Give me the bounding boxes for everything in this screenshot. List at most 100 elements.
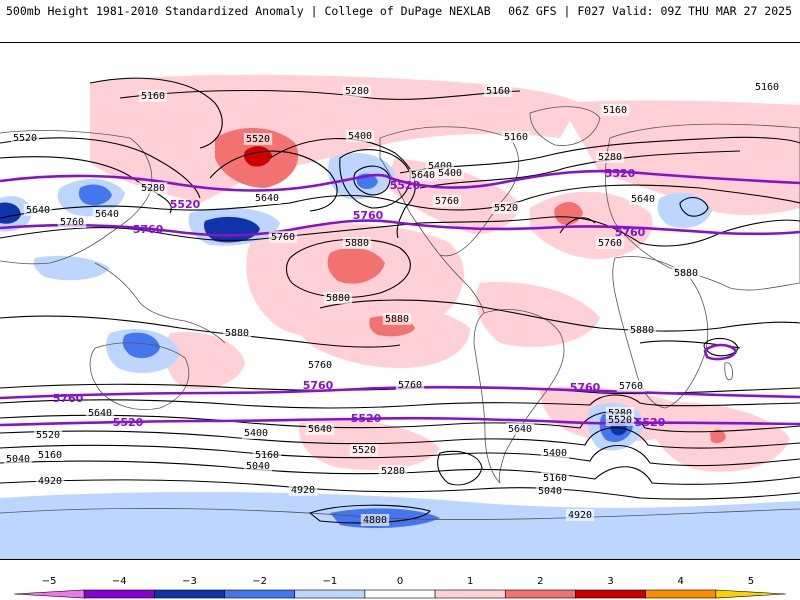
contour-label: 5400 — [540, 447, 570, 459]
contour-label-text: 5400 — [543, 448, 567, 459]
contour-label-text: 5160 — [486, 86, 510, 97]
contour-label: 5160 — [752, 81, 782, 93]
contour-line — [0, 216, 800, 247]
contour-line — [119, 89, 521, 100]
contour-label-text: 5160 — [504, 132, 528, 143]
highlight-contour-label-text: 5520 — [635, 416, 666, 429]
contour-label-text: 5040 — [246, 461, 270, 472]
highlight-contour-label: 5760 — [133, 223, 164, 236]
contour-label-bg — [305, 423, 335, 435]
contour-label-text: 5280 — [598, 152, 622, 163]
highlight-contour-label: 5520 — [113, 416, 144, 429]
contour-label: 5520 — [491, 202, 521, 214]
highlight-contour-label-text: 5760 — [303, 379, 334, 392]
contour-label-bg — [342, 85, 372, 97]
highlight-contour-label: 5520 — [605, 167, 636, 180]
contour-label-text: 5160 — [543, 473, 567, 484]
contour-label: 5400 — [345, 130, 375, 142]
colorbar-segment — [575, 589, 646, 599]
contour-label: 5400 — [241, 427, 271, 439]
contour-line — [0, 184, 800, 219]
contour-label-text: 4920 — [291, 485, 315, 496]
highlight-contour-label: 5760 — [303, 379, 334, 392]
highlight-contour-label: 5520 — [351, 412, 382, 425]
contour-label: 5520 — [605, 414, 635, 426]
contour-label: 5880 — [323, 292, 353, 304]
contour-label: 5760 — [57, 216, 87, 228]
contour-label: 5160 — [501, 131, 531, 143]
contour-label: 5400 — [435, 167, 465, 179]
contour-label: 5640 — [85, 407, 115, 419]
contour-label-text: 5520 — [352, 445, 376, 456]
anomaly-area-pos2 — [327, 247, 385, 284]
contour-label: 5160 — [35, 449, 65, 461]
anomaly-area-pos1 — [560, 100, 800, 215]
contour-label-bg — [505, 423, 535, 435]
contour-label-text: 5280 — [381, 466, 405, 477]
contour-label-bg — [57, 216, 87, 228]
coastline-australia — [89, 342, 190, 410]
highlight-contour-label: 5520 — [390, 179, 421, 192]
anomaly-area-neg1 — [657, 192, 712, 228]
contour-label-bg — [323, 292, 353, 304]
contour-label: 5640 — [628, 193, 658, 205]
contour-label-text: 5760 — [308, 360, 332, 371]
contour-label-bg — [540, 472, 570, 484]
contour-label: 5760 — [432, 195, 462, 207]
contour-label-text: 5640 — [255, 193, 279, 204]
highlight-contour-label-text: 5520 — [605, 167, 636, 180]
contour-line — [679, 197, 709, 217]
contour-label-text: 5640 — [308, 424, 332, 435]
contour-label: 5640 — [505, 423, 535, 435]
colorbar-segment — [224, 589, 296, 599]
contour-label-text: 5640 — [631, 194, 655, 205]
contour-label: 5760 — [305, 359, 335, 371]
anomaly-colorbar: −5 −4 −3 −2 −1 0 1 2 3 4 5 — [13, 576, 787, 599]
contour-label-bg — [501, 131, 531, 143]
highlight-contour-label-text: 5520 — [113, 416, 144, 429]
contour-label: 5640 — [92, 208, 122, 220]
contour-line — [399, 136, 800, 174]
contour-label: 5520 — [10, 132, 40, 144]
contour-line — [0, 394, 800, 409]
colorbar-tick-label: −4 — [112, 576, 127, 587]
contour-label: 5280 — [138, 182, 168, 194]
contour-line — [0, 427, 800, 449]
contour-label: 5760 — [616, 380, 646, 392]
contour-label: 5040 — [535, 485, 565, 497]
highlight-contour-label: 5760 — [353, 209, 384, 222]
contour-label: 5760 — [268, 231, 298, 243]
contour-label: 4920 — [288, 484, 318, 496]
contour-label: 5160 — [540, 472, 570, 484]
contour-label: 4920 — [565, 509, 595, 521]
contour-label-bg — [491, 202, 521, 214]
contour-label-text: 5400 — [438, 168, 462, 179]
contour-label-bg — [243, 133, 273, 145]
contour-label: 5160 — [600, 104, 630, 116]
contour-label-bg — [85, 407, 115, 419]
contour-label: 5280 — [595, 151, 625, 163]
highlight-contour-label-text: 5520 — [351, 412, 382, 425]
contour-label-text: 5880 — [345, 238, 369, 249]
contour-label-text: 5520 — [494, 203, 518, 214]
contour-line — [0, 444, 800, 467]
contour-label: 5640 — [23, 204, 53, 216]
highlight-contour-5520 — [0, 169, 800, 192]
colorbar-tick-label: 3 — [607, 576, 613, 587]
colorbar-tick-label: 4 — [678, 576, 684, 587]
contour-label-text: 4800 — [363, 515, 387, 526]
contour-label: 5160 — [252, 449, 282, 461]
contour-label-bg — [243, 460, 273, 472]
anomaly-shading — [0, 74, 800, 559]
contour-label-text: 5520 — [608, 415, 632, 426]
coastline-greenland — [529, 106, 601, 146]
contour-label-text: 5880 — [385, 314, 409, 325]
colorbar-segment — [83, 589, 155, 599]
contour-line — [703, 337, 739, 357]
highlight-contour-label-text: 5520 — [170, 198, 201, 211]
coastline-eurasia — [605, 123, 800, 291]
contour-label-text: 5520 — [13, 133, 37, 144]
contour-label-text: 5760 — [619, 381, 643, 392]
